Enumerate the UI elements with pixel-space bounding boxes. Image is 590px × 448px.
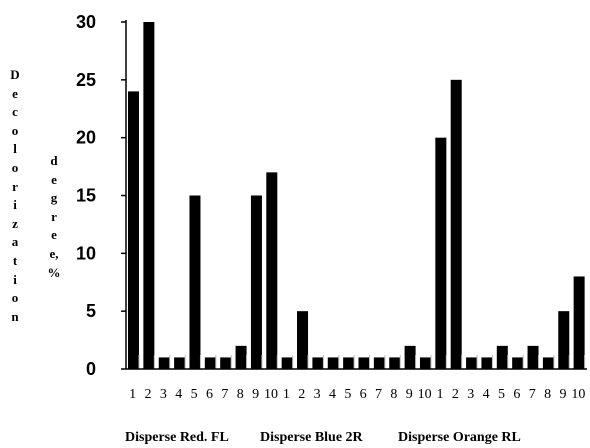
- bar: [297, 311, 309, 369]
- bar: [373, 357, 385, 369]
- bar: [235, 345, 247, 369]
- bar: [450, 79, 462, 369]
- x-tick-label: 10: [571, 387, 585, 402]
- bar: [312, 357, 324, 369]
- x-tick-label: 3: [314, 387, 321, 402]
- y-tick-label: 20: [76, 128, 96, 148]
- x-tick-label: 7: [529, 387, 536, 402]
- bar: [573, 276, 585, 369]
- bar: [204, 357, 216, 369]
- x-tick-label: 3: [467, 387, 474, 402]
- x-tick-label: 6: [360, 387, 367, 402]
- x-tick-label: 1: [283, 387, 290, 402]
- bar: [496, 345, 508, 369]
- x-tick-label: 4: [483, 387, 490, 402]
- y-tick-label: 0: [86, 359, 96, 379]
- bar: [419, 357, 431, 369]
- x-tick-label: 2: [298, 387, 305, 402]
- bar: [343, 357, 355, 369]
- y-tick-label: 25: [76, 70, 96, 90]
- x-tick-label: 4: [329, 387, 336, 402]
- x-tick-labels: 1 2 3 4 5 6 7 8 9 10 1 2 3 4 5 6 7 8 9 10 1 2 3 4 5 6 7 8 9 10: [129, 387, 585, 402]
- bar: [558, 311, 570, 369]
- bar: [542, 357, 554, 369]
- bar: [281, 357, 293, 369]
- x-tick-label: 6: [513, 387, 520, 402]
- x-tick-label: 1: [437, 387, 444, 402]
- x-tick-label: 5: [344, 387, 351, 402]
- bar: [158, 357, 170, 369]
- bar: [266, 172, 278, 369]
- group-label: Disperse Red. FL: [125, 430, 229, 445]
- x-tick-label: 2: [145, 387, 152, 402]
- x-tick-label: 9: [406, 387, 413, 402]
- group-label: Disperse Orange RL: [398, 430, 521, 445]
- bar: [189, 195, 201, 369]
- x-tick-label: 7: [375, 387, 382, 402]
- x-tick-label: 6: [206, 387, 213, 402]
- bar: [404, 345, 416, 369]
- bar: [481, 357, 493, 369]
- bar: [250, 195, 262, 369]
- group-label: Disperse Blue 2R: [260, 430, 364, 445]
- bar: [143, 22, 155, 369]
- bar: [466, 357, 478, 369]
- x-tick-label: 5: [498, 387, 505, 402]
- y-tick-label: 15: [76, 186, 96, 206]
- bar: [174, 357, 186, 369]
- bar: [220, 357, 232, 369]
- y-tick-label: 5: [86, 301, 96, 321]
- y-axis-label-degree: d e g r e e,%: [47, 153, 61, 280]
- x-tick-label: 4: [175, 387, 182, 402]
- y-tick-label: 30: [76, 12, 96, 32]
- x-tick-label: 8: [237, 387, 244, 402]
- x-tick-label: 9: [559, 387, 566, 402]
- x-tick-label: 8: [544, 387, 551, 402]
- bar: [512, 357, 524, 369]
- x-tick-label: 10: [418, 387, 432, 402]
- bar: [358, 357, 370, 369]
- x-tick-label: 7: [221, 387, 228, 402]
- y-tick-labels: 0 5 10 15 20 25 30: [76, 12, 126, 379]
- bar: [435, 137, 447, 369]
- group-labels: Disperse Red. FL Disperse Blue 2R Disperse…: [125, 430, 521, 445]
- x-tick-label: 9: [252, 387, 259, 402]
- x-tick-label: 5: [191, 387, 198, 402]
- bar: [327, 357, 339, 369]
- x-tick-label: 3: [160, 387, 167, 402]
- bar: [527, 345, 539, 369]
- x-tick-label: 2: [452, 387, 459, 402]
- x-tick-label: 8: [390, 387, 397, 402]
- bar-series: [128, 22, 586, 370]
- bar: [389, 357, 401, 369]
- y-tick-label: 10: [76, 243, 96, 263]
- x-tick-label: 10: [264, 387, 278, 402]
- bar: [128, 91, 139, 370]
- x-tick-label: 1: [129, 387, 136, 402]
